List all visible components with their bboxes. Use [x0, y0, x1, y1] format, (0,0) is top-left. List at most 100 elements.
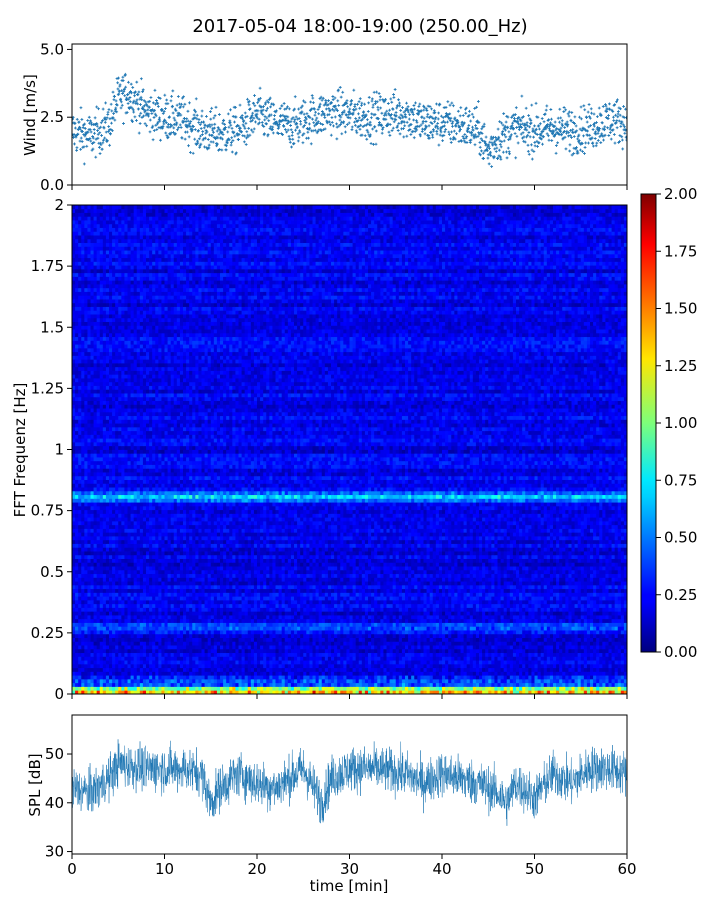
- wind-point: [208, 134, 211, 137]
- wind-point: [146, 108, 149, 111]
- wind-point: [172, 112, 175, 115]
- wind-point: [265, 117, 268, 120]
- wind-point: [262, 105, 265, 108]
- wind-point: [369, 121, 372, 124]
- wind-point: [408, 113, 411, 116]
- wind-point: [149, 130, 152, 133]
- wind-point: [452, 104, 455, 107]
- wind-point: [97, 107, 100, 110]
- wind-point: [333, 109, 336, 112]
- wind-point: [189, 151, 192, 154]
- wind-point: [133, 94, 136, 97]
- wind-point: [334, 97, 337, 100]
- wind-point: [153, 129, 156, 132]
- wind-point: [435, 130, 438, 133]
- wind-point: [419, 135, 422, 138]
- wind-point: [180, 126, 183, 129]
- wind-point: [213, 123, 216, 126]
- wind-point: [352, 89, 355, 92]
- wind-point: [140, 77, 143, 80]
- wind-point: [253, 94, 256, 97]
- wind-point: [89, 140, 92, 143]
- wind-point: [297, 140, 300, 143]
- wind-point: [116, 77, 119, 80]
- wind-point: [139, 103, 142, 106]
- wind-point: [367, 110, 370, 113]
- wind-point: [179, 114, 182, 117]
- wind-point: [164, 132, 167, 135]
- wind-point: [181, 137, 184, 140]
- wind-point: [402, 136, 405, 139]
- wind-point: [455, 132, 458, 135]
- wind-point: [359, 128, 362, 131]
- wind-point: [299, 120, 302, 123]
- wind-point: [196, 114, 199, 117]
- wind-point: [403, 111, 406, 114]
- wind-point: [344, 125, 347, 128]
- wind-point: [335, 137, 338, 140]
- wind-point: [479, 146, 482, 149]
- wind-point: [431, 136, 434, 139]
- wind-point: [420, 124, 423, 127]
- wind-point: [228, 126, 231, 129]
- wind-point: [472, 129, 475, 132]
- wind-point: [297, 132, 300, 135]
- wind-point: [241, 134, 244, 137]
- wind-point: [435, 103, 438, 106]
- wind-point: [302, 141, 305, 144]
- wind-point: [360, 102, 363, 105]
- wind-point: [375, 130, 378, 133]
- wind-point: [424, 132, 427, 135]
- wind-point: [446, 100, 449, 103]
- wind-point: [463, 133, 466, 136]
- wind-point: [414, 102, 417, 105]
- wind-point: [371, 128, 374, 131]
- wind-point: [145, 124, 148, 127]
- wind-point: [112, 91, 115, 94]
- wind-point: [480, 149, 483, 152]
- wind-point: [427, 105, 430, 108]
- wind-point: [122, 122, 125, 125]
- wind-point: [422, 120, 425, 123]
- wind-point: [474, 143, 477, 146]
- wind-point: [407, 105, 410, 108]
- wind-point: [131, 86, 134, 89]
- wind-point: [163, 94, 166, 97]
- wind-point: [359, 97, 362, 100]
- wind-point: [129, 100, 132, 103]
- wind-point: [195, 97, 198, 100]
- wind-point: [388, 134, 391, 137]
- wind-point: [83, 163, 86, 166]
- wind-point: [329, 123, 332, 126]
- figure-title: 2017-05-04 18:00-19:00 (250.00_Hz): [192, 16, 527, 37]
- wind-point: [331, 95, 334, 98]
- wind-point: [120, 107, 123, 110]
- wind-point: [328, 113, 331, 116]
- wind-point: [373, 91, 376, 94]
- wind-point: [289, 124, 292, 127]
- wind-point: [93, 128, 96, 131]
- wind-point: [110, 122, 113, 125]
- wind-point: [375, 91, 378, 94]
- wind-point: [438, 144, 441, 147]
- wind-point: [417, 105, 420, 108]
- wind-point: [132, 111, 135, 114]
- wind-point: [127, 102, 130, 105]
- wind-point: [261, 113, 264, 116]
- wind-point: [95, 106, 98, 109]
- wind-point: [254, 121, 257, 124]
- wind-point: [317, 112, 320, 115]
- wind-point: [273, 114, 276, 117]
- wind-point: [98, 131, 101, 134]
- wind-point: [412, 119, 415, 122]
- wind-point: [126, 93, 129, 96]
- wind-point: [311, 118, 314, 121]
- wind-point: [380, 112, 383, 115]
- wind-point: [154, 124, 157, 127]
- wind-point: [230, 136, 233, 139]
- wind-point: [88, 116, 91, 119]
- wind-point: [139, 112, 142, 115]
- wind-point: [279, 107, 282, 110]
- wind-point: [252, 131, 255, 134]
- wind-point: [272, 132, 275, 135]
